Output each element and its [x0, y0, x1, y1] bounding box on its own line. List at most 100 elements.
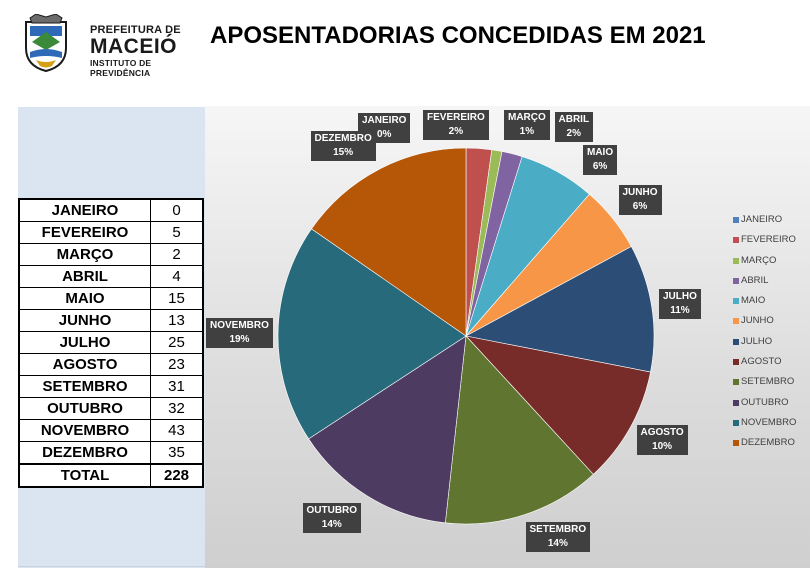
- legend-swatch: [733, 338, 739, 345]
- data-label-10: OUTUBRO 14%: [302, 503, 362, 533]
- table-month-cell: DEZEMBRO: [18, 441, 151, 465]
- data-label-category: JANEIRO: [362, 115, 407, 126]
- table-row: JULHO 25: [18, 331, 204, 354]
- logo-line-2: MACEIÓ: [90, 35, 177, 58]
- data-label-2: FEVEREIRO 2%: [423, 110, 489, 140]
- legend-swatch: [733, 217, 739, 223]
- data-label-category: ABRIL: [558, 114, 590, 125]
- data-label-category: MAIO: [587, 147, 614, 158]
- page-title: APOSENTADORIAS CONCEDIDAS EM 2021: [210, 22, 706, 49]
- data-label-percent: 2%: [448, 126, 464, 137]
- city-crest-icon: [25, 14, 67, 72]
- legend-item: JUNHO: [729, 313, 795, 333]
- data-label-5: MAIO 6%: [583, 145, 618, 175]
- legend-label: JANEIRO: [741, 214, 783, 225]
- legend-item: JANEIRO: [729, 212, 795, 232]
- chart-legend: JANEIRO FEVEREIRO MARÇO ABRIL MAIO JUNHO JULHO…: [729, 212, 797, 456]
- legend-label: DEZEMBRO: [741, 437, 795, 449]
- data-label-category: OUTUBRO: [306, 505, 358, 516]
- data-label-percent: 6%: [632, 201, 648, 212]
- legend-item: SETEMBRO: [729, 374, 795, 394]
- table-month-cell: MAIO: [18, 287, 151, 310]
- table-total-row: TOTAL 228: [18, 463, 204, 488]
- table-month-cell: MARÇO: [18, 243, 151, 266]
- data-label-percent: 0%: [377, 129, 392, 140]
- legend-swatch: [733, 277, 739, 284]
- data-label-7: JULHO 11%: [659, 289, 701, 319]
- legend-swatch: [733, 298, 739, 305]
- data-label-percent: 14%: [547, 538, 568, 549]
- data-label-category: MARÇO: [508, 112, 546, 123]
- table-row: DEZEMBRO 35: [18, 441, 204, 465]
- data-label-6: JUNHO 6%: [618, 185, 662, 215]
- legend-label: OUTUBRO: [741, 396, 789, 408]
- legend-swatch: [733, 379, 739, 386]
- legend-label: AGOSTO: [741, 356, 782, 368]
- table-row: MARÇO 2: [18, 243, 204, 266]
- pie-slice-8: [465, 335, 651, 475]
- table-value-cell: 23: [150, 353, 204, 376]
- legend-item: FEVEREIRO: [729, 232, 796, 252]
- pie-slice-10: [308, 335, 467, 524]
- legend-label: FEVEREIRO: [741, 234, 796, 246]
- data-label-12: DEZEMBRO 15%: [310, 131, 376, 161]
- legend-label: NOVEMBRO: [741, 416, 797, 428]
- legend-swatch: [733, 359, 739, 366]
- pie-slice-9: [444, 335, 594, 525]
- table-row: JUNHO 13: [18, 309, 204, 332]
- legend-label: ABRIL: [741, 274, 769, 286]
- logo-line-3: INSTITUTO DE PREVIDÊNCIA: [90, 58, 152, 78]
- legend-swatch: [733, 237, 739, 244]
- data-label-percent: 19%: [229, 334, 250, 345]
- legend-item: JULHO: [729, 334, 795, 354]
- data-label-percent: 2%: [566, 128, 581, 139]
- legend-item: MAIO: [729, 293, 795, 313]
- data-label-category: JULHO: [663, 291, 697, 302]
- legend-swatch: [733, 399, 739, 406]
- legend-item: ABRIL: [729, 273, 795, 293]
- table-month-cell: JULHO: [18, 331, 151, 354]
- data-label-11: NOVEMBRO 19%: [206, 318, 273, 348]
- table-month-cell: AGOSTO: [18, 353, 151, 376]
- legend-item: NOVEMBRO: [729, 415, 797, 435]
- data-label-category: AGOSTO: [640, 427, 684, 438]
- legend-label: MARÇO: [741, 254, 777, 266]
- data-label-category: FEVEREIRO: [427, 112, 485, 123]
- pie-slice-11: [277, 228, 467, 440]
- table-row: MAIO 15: [18, 287, 204, 310]
- table-value-cell: 43: [150, 419, 204, 442]
- data-label-percent: 10%: [652, 441, 673, 452]
- legend-swatch: [733, 419, 739, 426]
- table-total-value: 228: [150, 463, 204, 488]
- legend-label: JULHO: [741, 335, 773, 347]
- prefeitura-logo: PREFEITURA DE MACEIÓ INSTITUTO DE PREVID…: [22, 14, 187, 78]
- data-label-9: SETEMBRO 14%: [525, 522, 591, 552]
- legend-label: JUNHO: [741, 315, 774, 327]
- legend-item: MARÇO: [729, 253, 795, 273]
- table-row: NOVEMBRO 43: [18, 419, 204, 442]
- legend-swatch: [733, 440, 739, 447]
- table-total-label: TOTAL: [18, 463, 151, 488]
- legend-swatch: [733, 318, 739, 325]
- table-value-cell: 35: [150, 441, 204, 465]
- legend-item: OUTUBRO: [729, 395, 795, 415]
- monthly-retirements-table: JANEIRO 0 FEVEREIRO 5 MARÇO 2 ABRIL 4 MAIO 15 JUNH…: [18, 198, 204, 488]
- data-label-percent: 15%: [333, 147, 354, 158]
- data-label-8: AGOSTO 10%: [636, 425, 688, 455]
- data-label-percent: 11%: [670, 305, 690, 316]
- legend-label: MAIO: [741, 295, 766, 307]
- table-value-cell: 15: [150, 287, 204, 310]
- data-label-percent: 6%: [592, 161, 608, 172]
- logo-line-1: PREFEITURA DE: [90, 24, 181, 36]
- legend-item: AGOSTO: [729, 354, 795, 374]
- table-month-cell: NOVEMBRO: [18, 419, 151, 442]
- legend-label: SETEMBRO: [741, 376, 795, 388]
- legend-item: DEZEMBRO: [729, 435, 795, 455]
- data-label-4: ABRIL 2%: [554, 112, 594, 142]
- table-row: AGOSTO 23: [18, 353, 204, 376]
- table-value-cell: 25: [150, 331, 204, 354]
- table-month-cell: JANEIRO: [18, 198, 151, 222]
- pie-slice-7: [465, 246, 655, 373]
- data-label-category: SETEMBRO: [529, 524, 587, 535]
